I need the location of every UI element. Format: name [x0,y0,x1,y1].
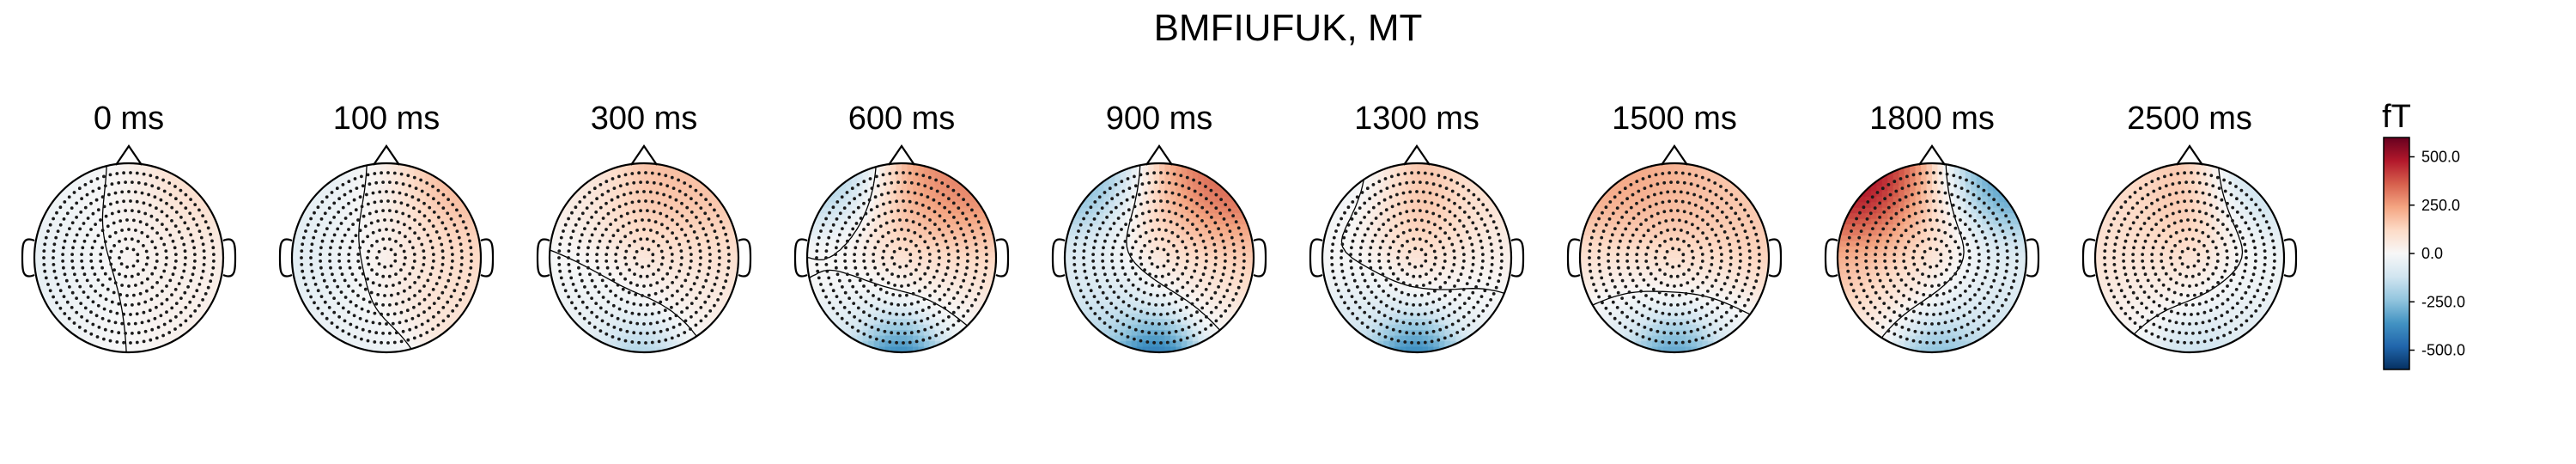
head-outline [1321,162,1513,354]
head-outline [290,162,483,354]
left-ear-outline [2081,238,2096,278]
right-ear-outline [738,238,752,278]
sensor-dots [1330,171,1504,345]
colorbar-tick-label: 500.0 [2421,149,2460,166]
topomap-panel: 600 ms [793,101,1010,354]
left-ear-outline [1051,238,1066,278]
nose-outline [1918,144,1946,166]
topomap-panel: 1300 ms [1309,101,1525,354]
topomap-panel: 1800 ms [1824,101,2040,354]
nose-outline [2176,144,2203,166]
head-outline [1578,162,1771,354]
sensor-dots [300,171,473,345]
panel-time-label: 300 ms [591,101,698,137]
sensor-dots [1845,171,2019,345]
topomap-panel: 900 ms [1051,101,1267,354]
head-outline [2093,162,2286,354]
sensor-dots [1588,171,1761,345]
sensor-dots [815,171,988,345]
colorbar-tick-label: 250.0 [2421,197,2460,214]
sensor-dots [2103,171,2276,345]
panel-time-label: 900 ms [1106,101,1213,137]
panel-time-label: 1300 ms [1354,101,1479,137]
right-ear-outline [2026,238,2040,278]
nose-outline [1145,144,1173,166]
right-ear-outline [222,238,237,278]
right-ear-outline [2283,238,2298,278]
sensor-dots [557,171,731,345]
left-ear-outline [1566,238,1581,278]
nose-outline [1403,144,1431,166]
panel-time-label: 2500 ms [2127,101,2252,137]
nose-outline [115,144,143,166]
right-ear-outline [1510,238,1525,278]
zero-contour [101,163,127,352]
right-ear-outline [1768,238,1783,278]
topomap-panel: 0 ms [21,101,237,354]
panel-time-label: 1800 ms [1869,101,1995,137]
left-ear-outline [793,238,808,278]
head-outline [1836,162,2028,354]
colorbar-tick-label: -500.0 [2421,342,2465,359]
topomap-panel: 2500 ms [2081,101,2298,354]
panel-time-label: 100 ms [333,101,440,137]
head-outline [548,162,740,354]
panel-time-label: 600 ms [848,101,956,137]
figure-title: BMFIUFUK, MT [1153,7,1423,49]
topomap-panel: 300 ms [536,101,752,354]
topomap-panel: 100 ms [278,101,495,354]
sensor-dots [42,171,216,345]
head-outline [805,162,998,354]
right-ear-outline [995,238,1010,278]
head-outline [1063,162,1255,354]
right-ear-outline [1253,238,1267,278]
left-ear-outline [536,238,550,278]
colorbar-tick-label: 0.0 [2421,245,2443,262]
colorbar-gradient [2383,137,2410,370]
nose-outline [630,144,658,166]
left-ear-outline [1824,238,1838,278]
left-ear-outline [1309,238,1323,278]
head-outline [33,162,225,354]
sensor-dots [1072,171,1246,345]
nose-outline [888,144,915,166]
nose-outline [1661,144,1688,166]
panel-time-label: 0 ms [94,101,164,137]
colorbar-unit-label: fT [2382,99,2411,135]
colorbar: fT 500.0 250.0 0.0 -250.0 -500.0 [2382,99,2465,370]
topomap-panel: 1500 ms [1566,101,1783,354]
colorbar-tick-label: -250.0 [2421,293,2465,310]
right-ear-outline [480,238,495,278]
panel-time-label: 1500 ms [1612,101,1737,137]
left-ear-outline [21,238,35,278]
nose-outline [373,144,400,166]
left-ear-outline [278,238,293,278]
